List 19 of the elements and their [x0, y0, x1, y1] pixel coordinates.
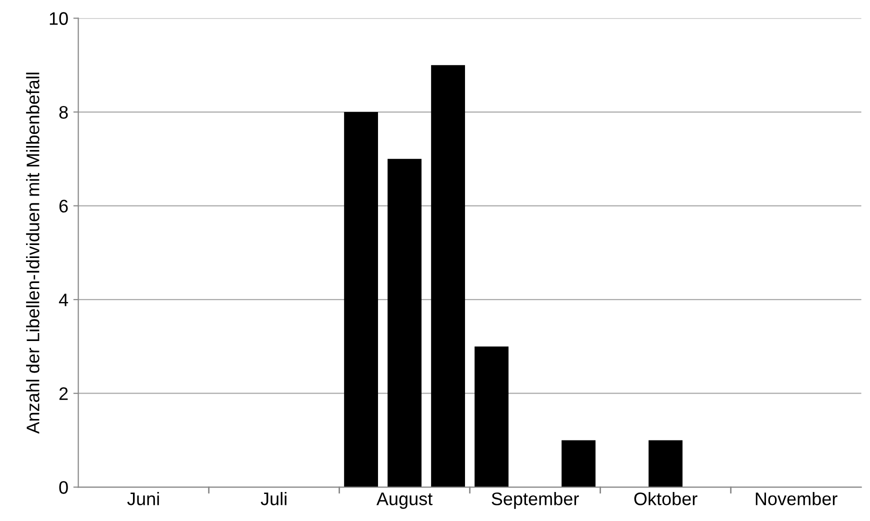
x-tick-label: Juni: [127, 492, 159, 506]
bar: [648, 440, 683, 488]
y-tick-label: 2: [59, 387, 68, 400]
bar: [474, 346, 509, 488]
y-tick-label: 0: [59, 481, 68, 494]
y-axis-title: Anzahl der Libellen-Idividuen mit Milbenbefall: [26, 72, 40, 434]
y-tick-label: 8: [59, 106, 68, 119]
bar: [388, 158, 422, 488]
x-tick-label: August: [376, 492, 433, 509]
y-tick-label: 4: [58, 294, 68, 306]
bar: [431, 65, 466, 488]
y-tick-label: 6: [59, 200, 68, 213]
bar: [344, 112, 378, 488]
x-tick-label: November: [756, 492, 838, 506]
y-tick-label: 10: [50, 12, 68, 25]
bar: [562, 440, 596, 488]
x-tick-label: September: [492, 492, 579, 509]
x-tick-label: Juli: [260, 492, 286, 506]
x-tick-label: Oktober: [634, 492, 698, 506]
